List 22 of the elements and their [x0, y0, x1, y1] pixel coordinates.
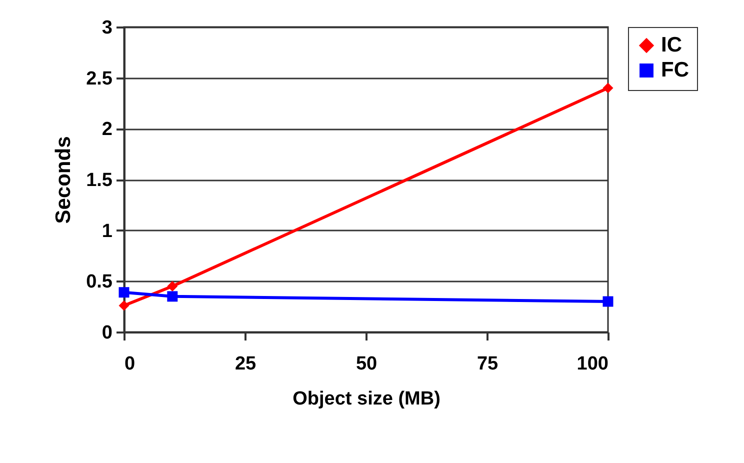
y-tick-label: 1 [102, 220, 113, 242]
x-tick-label: 100 [576, 354, 608, 374]
y-tick-label: 2.5 [86, 68, 113, 90]
point [167, 281, 178, 292]
x-tick-label: 0 [124, 354, 136, 374]
x-tick-label: 75 [476, 354, 498, 374]
y-axis-title: Seconds [52, 136, 76, 224]
point [118, 300, 130, 311]
y-tick-label: 0.5 [86, 272, 113, 293]
point [167, 291, 178, 302]
y-tick-label: 2 [102, 119, 112, 140]
y-tick-label: 3 [102, 18, 112, 38]
x-tick-label: 25 [234, 354, 256, 374]
x-axis-title: Object size (MB) [292, 388, 440, 410]
y-tick-label: 1.5 [86, 170, 113, 191]
y-tick-label: 0 [102, 322, 112, 344]
point [602, 82, 614, 94]
point [602, 296, 614, 307]
legend-label: FC [661, 58, 689, 82]
x-tick-label: 50 [356, 354, 378, 374]
point [118, 287, 130, 298]
legend-label: IC [661, 34, 682, 56]
